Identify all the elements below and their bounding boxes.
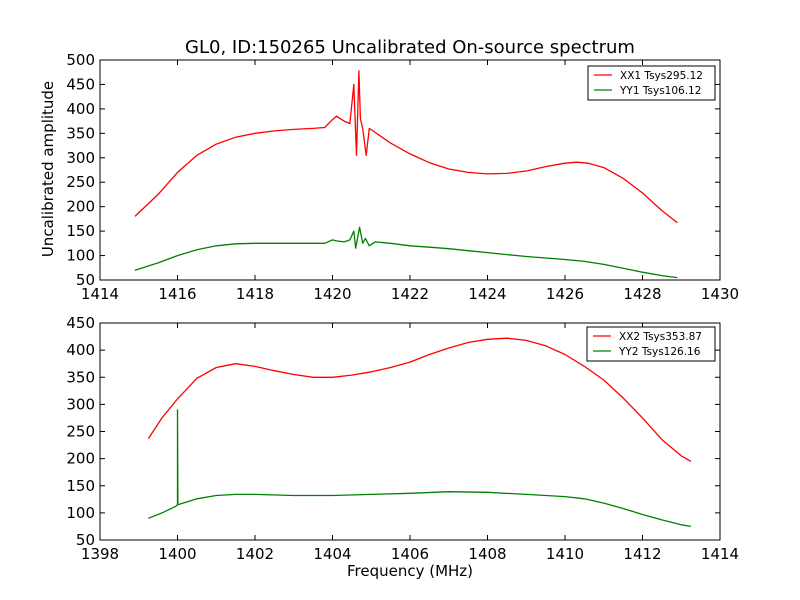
- top-x-tick-label: 1424: [468, 285, 506, 303]
- top-y-tick-label: 350: [66, 124, 95, 142]
- bottom-series-line-yy2: [148, 409, 692, 528]
- top-x-tick-label: 1414: [81, 285, 119, 303]
- top-y-tick-label: 300: [66, 149, 95, 167]
- bottom-series-line-xx2: [147, 337, 692, 462]
- bottom-x-tick-label: 1414: [701, 545, 739, 563]
- top-legend: XX1 Tsys295.12 YY1 Tsys106.12: [587, 65, 716, 101]
- top-y-tick-label: 150: [66, 222, 95, 240]
- bottom-y-tick-label: 200: [66, 450, 95, 468]
- bottom-plot-frame: [99, 322, 721, 541]
- top-x-tick-label: 1428: [623, 285, 661, 303]
- bottom-axis-ticks: 1398 1400 1402 1404 1406 1408 1410 1412 1414 50 10…: [66, 314, 739, 563]
- top-x-tick-label: 1420: [313, 285, 351, 303]
- top-chart-title: GL0, ID:150265 Uncalibrated On-source sp…: [185, 37, 635, 58]
- bottom-x-tick-label: 1408: [468, 545, 506, 563]
- bottom-x-tick-label: 1410: [546, 545, 584, 563]
- bottom-subplot: Frequency (MHz) 1398 1400 1402 1404 1406 1408…: [66, 314, 739, 580]
- top-series-lines: [134, 70, 678, 279]
- top-legend-label-xx1: XX1 Tsys295.12: [620, 70, 703, 82]
- top-x-tick-label: 1426: [546, 285, 584, 303]
- top-y-tick-label: 400: [66, 100, 95, 118]
- top-y-tick-label: 200: [66, 198, 95, 216]
- bottom-legend: XX2 Tsys353.87 YY2 Tsys126.16: [586, 326, 716, 362]
- bottom-y-tick-label: 250: [66, 423, 95, 441]
- bottom-y-tick-label: 50: [76, 531, 95, 549]
- bottom-y-tick-label: 150: [66, 477, 95, 495]
- top-legend-label-yy1: YY1 Tsys106.12: [619, 85, 701, 97]
- top-x-tick-label: 1418: [236, 285, 274, 303]
- bottom-legend-label-yy2: YY2 Tsys126.16: [618, 346, 701, 358]
- bottom-legend-label-xx2: XX2 Tsys353.87: [619, 331, 702, 343]
- bottom-x-tick-label: 1400: [158, 545, 196, 563]
- bottom-y-tick-label: 100: [66, 504, 95, 522]
- bottom-y-tick-label: 300: [66, 395, 95, 413]
- bottom-x-tick-label: 1406: [391, 545, 429, 563]
- bottom-y-tick-label: 400: [66, 341, 95, 359]
- bottom-y-tick-label: 450: [66, 314, 95, 332]
- bottom-x-tick-label: 1398: [81, 545, 119, 563]
- bottom-legend-box: [586, 326, 716, 362]
- top-axis-ticks: 1414 1416 1418 1420 1422 1424 1426 1428 1430 50 10…: [66, 51, 739, 303]
- top-y-tick-label: 500: [66, 51, 95, 69]
- top-y-tick-label: 50: [76, 271, 95, 289]
- top-plot-frame: [99, 59, 721, 281]
- bottom-x-tick-label: 1402: [236, 545, 274, 563]
- top-y-tick-label: 250: [66, 173, 95, 191]
- bottom-y-tick-label: 350: [66, 368, 95, 386]
- top-x-tick-label: 1416: [158, 285, 196, 303]
- top-series-line-xx1: [134, 70, 678, 224]
- top-y-tick-label: 450: [66, 75, 95, 93]
- top-y-axis-label: Uncalibrated amplitude: [39, 81, 57, 257]
- bottom-x-tick-label: 1404: [313, 545, 351, 563]
- top-subplot: GL0, ID:150265 Uncalibrated On-source sp…: [39, 37, 739, 303]
- bottom-series-lines: [147, 337, 692, 528]
- top-x-tick-label: 1430: [701, 285, 739, 303]
- top-x-tick-label: 1422: [391, 285, 429, 303]
- top-series-line-yy1: [134, 226, 678, 279]
- bottom-x-axis-label: Frequency (MHz): [347, 562, 473, 580]
- top-legend-box: [587, 65, 716, 101]
- top-y-tick-label: 100: [66, 247, 95, 265]
- bottom-x-tick-label: 1412: [623, 545, 661, 563]
